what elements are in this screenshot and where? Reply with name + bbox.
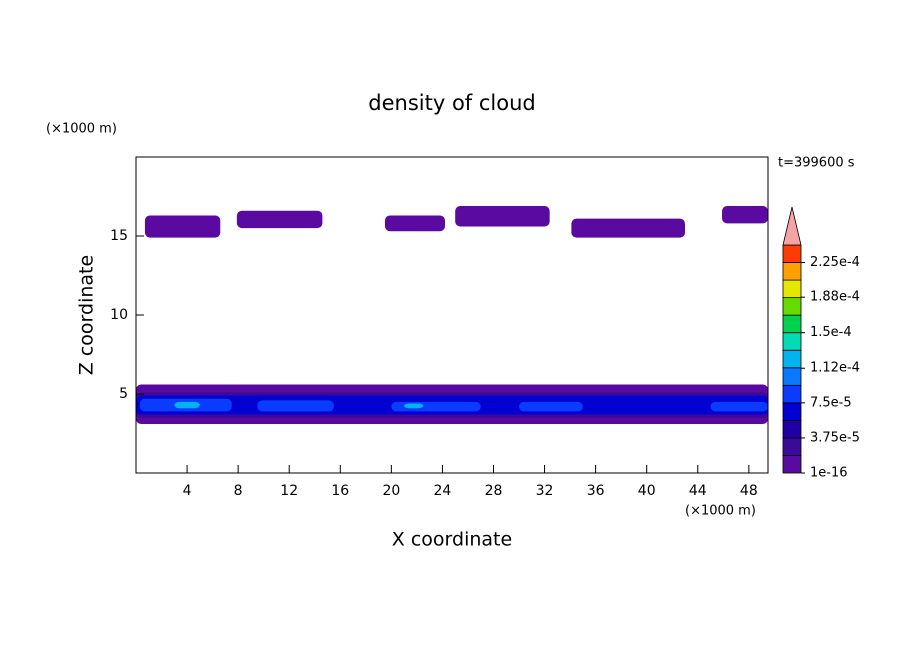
colorbar-band (782, 437, 802, 456)
colorbar-band (782, 367, 802, 386)
plot-frame (135, 156, 769, 474)
colorbar-band (782, 332, 802, 351)
x-tick-label: 8 (234, 483, 243, 499)
x-tick-label: 4 (183, 483, 192, 499)
x-tick-label: 16 (331, 483, 349, 499)
x-tick-label: 12 (280, 483, 298, 499)
colorbar-band (782, 279, 802, 299)
colorbar-band (782, 384, 802, 404)
colorbar-tick-label: 7.5e-5 (810, 395, 852, 410)
contour-region (571, 218, 686, 238)
time-label: t=399600 s (778, 156, 855, 171)
colorbar-over (782, 206, 802, 246)
colorbar-tick-label: 1e-16 (810, 466, 848, 481)
colorbar-tick-label: 3.75e-5 (810, 430, 860, 445)
y-tick-label: 10 (110, 307, 128, 323)
contour-region (174, 401, 200, 409)
colorbar-tick-label: 1.12e-4 (810, 361, 860, 376)
colorbar-band (782, 314, 802, 334)
x-tick-label: 20 (382, 483, 400, 499)
contour-region (404, 403, 424, 409)
contour-region (455, 205, 550, 227)
y-tick-label: 15 (110, 228, 128, 244)
colorbar-tick-label: 1.88e-4 (810, 290, 860, 305)
colorbar-band (782, 455, 802, 474)
colorbar-tick-label: 1.5e-4 (810, 325, 852, 340)
contour-region (236, 210, 323, 229)
contour-region (722, 205, 768, 224)
colorbar-tick-label: 2.25e-4 (810, 255, 860, 270)
colorbar-band (782, 244, 802, 263)
y-tick-label: 5 (119, 386, 128, 402)
x-tick-label: 28 (485, 483, 503, 499)
chart-title: density of cloud (368, 91, 535, 115)
contour-region (710, 401, 768, 412)
contour-region (144, 215, 221, 238)
colorbar-band (782, 402, 802, 421)
x-tick-label: 40 (638, 483, 656, 499)
y-unit: (×1000 m) (46, 122, 117, 137)
x-tick-label: 44 (689, 483, 707, 499)
x-tick-label: 48 (740, 483, 758, 499)
contour-region (519, 401, 583, 412)
x-tick-label: 24 (434, 483, 452, 499)
x-tick-label: 32 (536, 483, 554, 499)
colorbar-band (782, 262, 802, 281)
contour-region (384, 215, 445, 232)
y-axis-label: Z coordinate (76, 255, 98, 375)
x-unit: (×1000 m) (685, 504, 756, 519)
colorbar-band (782, 349, 802, 369)
contour-region (257, 400, 334, 412)
x-axis-label: X coordinate (392, 529, 512, 551)
x-tick-label: 36 (587, 483, 605, 499)
colorbar-band (782, 419, 802, 439)
colorbar-band (782, 297, 802, 316)
